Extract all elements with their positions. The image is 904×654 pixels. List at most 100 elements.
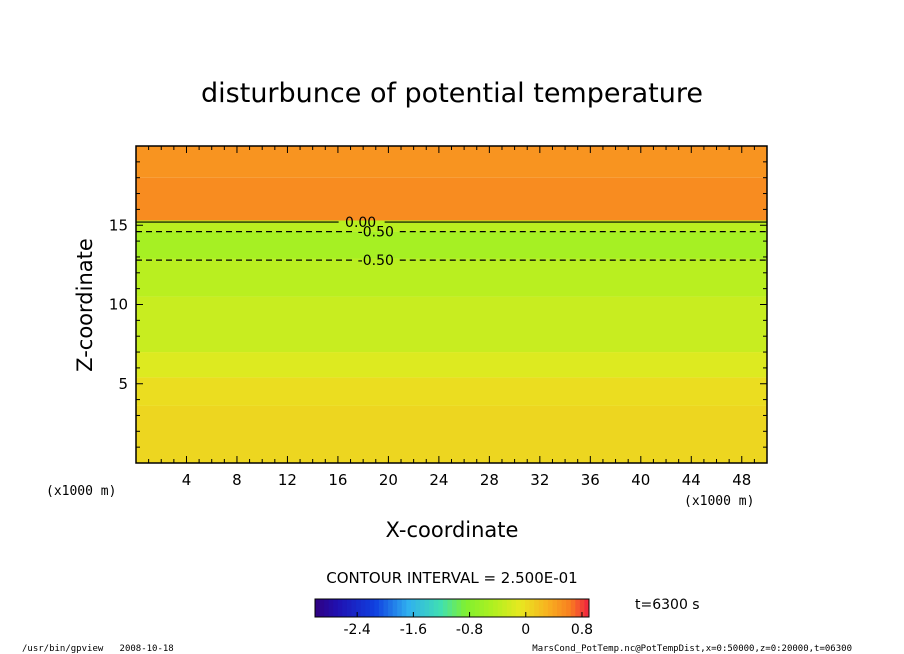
value-band-8 xyxy=(136,146,767,178)
colorbar-swatch xyxy=(470,599,476,617)
colorbar-swatch xyxy=(474,599,480,617)
x-tick-label: 36 xyxy=(581,471,600,489)
colorbar-swatch xyxy=(538,599,544,617)
footer-left: /usr/bin/gpview 2008-10-18 xyxy=(22,644,174,654)
colorbar-swatch xyxy=(534,599,540,617)
colorbar-swatch xyxy=(383,599,389,617)
colorbar xyxy=(315,599,590,617)
value-band-1 xyxy=(136,377,767,406)
colorbar-swatch xyxy=(493,599,499,617)
colorbar-tick-label: 0.8 xyxy=(571,622,593,638)
colorbar-swatch xyxy=(328,599,334,617)
colorbar-swatch xyxy=(543,599,549,617)
colorbar-tick-label: -2.4 xyxy=(343,622,370,638)
x-tick-label: 28 xyxy=(480,471,499,489)
colorbar-swatch xyxy=(488,599,494,617)
colorbar-swatch xyxy=(365,599,371,617)
colorbar-tick-label: 0 xyxy=(521,622,530,638)
z-tick-label: 10 xyxy=(109,296,128,314)
colorbar-swatch xyxy=(566,599,572,617)
z-unit-label: (x1000 m) xyxy=(46,484,116,499)
value-band-0 xyxy=(136,405,767,463)
colorbar-swatch xyxy=(442,599,448,617)
colorbar-swatch xyxy=(388,599,394,617)
colorbar-swatch xyxy=(378,599,384,617)
colorbar-swatch xyxy=(461,599,467,617)
x-tick-label: 12 xyxy=(278,471,297,489)
contour-label-0: 0.00 xyxy=(345,215,376,231)
colorbar-swatch xyxy=(511,599,517,617)
value-band-6 xyxy=(136,220,767,232)
colorbar-swatch xyxy=(570,599,576,617)
colorbar-swatch xyxy=(369,599,375,617)
x-tick-label: 4 xyxy=(182,471,192,489)
colorbar-swatch xyxy=(360,599,366,617)
colorbar-swatch xyxy=(447,599,453,617)
colorbar-frame xyxy=(314,598,590,618)
colorbar-swatch xyxy=(561,599,567,617)
colorbar-swatch xyxy=(547,599,553,617)
colorbar-tick-label: -0.8 xyxy=(456,622,483,638)
value-band-3 xyxy=(136,296,767,353)
colorbar-swatch xyxy=(406,599,412,617)
x-tick-label: 44 xyxy=(682,471,701,489)
colorbar-swatch xyxy=(420,599,426,617)
contour-label-2: -0.50 xyxy=(358,253,394,269)
colorbar-ticks: -2.4 -1.6 -0.8 0 0.8 xyxy=(343,612,593,638)
x-tick-label: 40 xyxy=(631,471,650,489)
colorbar-swatch xyxy=(392,599,398,617)
colorbar-swatch xyxy=(557,599,563,617)
y-axis-label: Z-coordinate xyxy=(73,238,97,372)
colorbar-swatch xyxy=(415,599,421,617)
colorbar-swatch xyxy=(433,599,439,617)
colorbar-swatch xyxy=(429,599,435,617)
value-band-2 xyxy=(136,352,767,378)
contour-interval-text: CONTOUR INTERVAL = 2.500E-01 xyxy=(326,569,577,587)
contour-lines: 0.00-0.50-0.50 xyxy=(136,215,767,269)
colorbar-tick-label: -1.6 xyxy=(400,622,427,638)
x-unit-label: (x1000 m) xyxy=(684,494,754,509)
colorbar-swatch xyxy=(424,599,430,617)
colorbar-swatch xyxy=(584,599,590,617)
colorbar-swatch xyxy=(579,599,585,617)
colorbar-swatch xyxy=(515,599,521,617)
colorbar-swatch xyxy=(319,599,325,617)
colorbar-swatch xyxy=(342,599,348,617)
time-label: t=6300 s xyxy=(635,597,700,613)
colorbar-swatch xyxy=(456,599,462,617)
colorbar-swatch xyxy=(397,599,403,617)
colorbar-swatch xyxy=(333,599,339,617)
colorbar-swatch xyxy=(351,599,357,617)
colorbar-swatch xyxy=(401,599,407,617)
colorbar-swatch xyxy=(410,599,416,617)
colorbar-swatch xyxy=(483,599,490,617)
colorbar-swatch xyxy=(575,599,581,617)
x-axis-label: X-coordinate xyxy=(386,518,519,542)
plot-area-fill xyxy=(136,146,767,463)
colorbar-swatch xyxy=(346,599,353,617)
x-tick-label: 20 xyxy=(379,471,398,489)
z-tick-label: 15 xyxy=(109,216,128,234)
x-tick-label: 24 xyxy=(429,471,448,489)
value-band-7 xyxy=(136,177,767,221)
colorbar-swatch xyxy=(506,599,512,617)
contour-label-1: -0.50 xyxy=(358,225,394,241)
colorbar-swatch xyxy=(497,599,503,617)
x-tick-label: 32 xyxy=(530,471,549,489)
colorbar-swatch xyxy=(525,599,531,617)
colorbar-swatch xyxy=(502,599,508,617)
colorbar-swatch xyxy=(479,599,485,617)
colorbar-swatch xyxy=(324,599,330,617)
footer-right: MarsCond_PotTemp.nc@PotTempDist,x=0:5000… xyxy=(532,644,852,654)
colorbar-swatch xyxy=(374,599,380,617)
colorbar-swatch xyxy=(452,599,458,617)
z-tick-label: 5 xyxy=(118,375,128,393)
value-band-4 xyxy=(136,258,767,297)
value-band-5 xyxy=(136,231,767,259)
colorbar-swatch xyxy=(438,599,444,617)
colorbar-swatch xyxy=(337,599,343,617)
colorbar-swatch xyxy=(520,599,526,617)
colorbar-swatch xyxy=(356,599,362,617)
